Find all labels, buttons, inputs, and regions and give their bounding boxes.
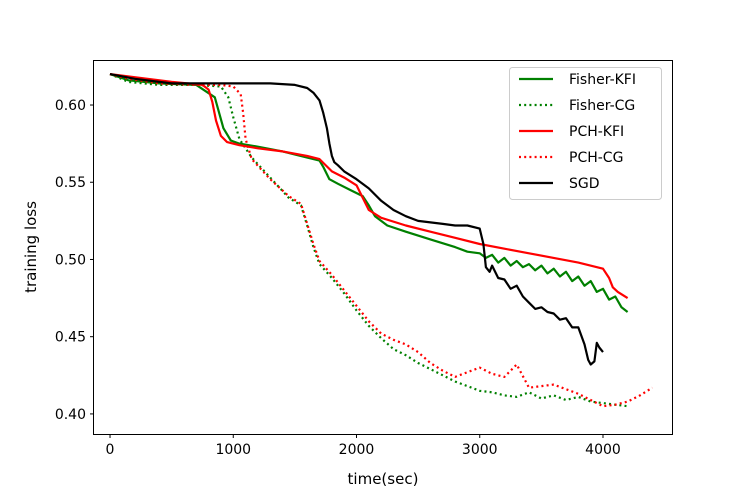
legend-box xyxy=(509,67,662,200)
series-line-pch-kfi xyxy=(109,73,629,300)
x-tick-label: 2000 xyxy=(339,442,375,458)
y-tick-label: 0.50 xyxy=(55,252,86,268)
x-tick-label: 4000 xyxy=(585,442,621,458)
legend-label: PCH-CG xyxy=(569,150,623,166)
legend-label: Fisher-KFI xyxy=(569,72,636,88)
y-tick-label: 0.40 xyxy=(55,407,86,423)
x-tick-label: 0 xyxy=(106,442,115,458)
series-line-sgd xyxy=(109,73,604,366)
x-axis-ticks: 0 1000 2000 3000 4000 xyxy=(106,434,621,458)
y-axis-label: training loss xyxy=(22,201,40,293)
y-tick-label: 0.55 xyxy=(55,175,86,191)
legend-label: SGD xyxy=(569,176,600,192)
series-layer xyxy=(109,73,653,408)
y-tick-label: 0.60 xyxy=(55,98,86,114)
x-tick-label: 3000 xyxy=(462,442,498,458)
series-line-pch-cg xyxy=(109,73,653,408)
legend-label: PCH-KFI xyxy=(569,124,624,140)
x-axis-label: time(sec) xyxy=(348,470,419,488)
x-tick-label: 1000 xyxy=(215,442,251,458)
legend-label: Fisher-CG xyxy=(569,98,635,114)
series-line-fisher-cg xyxy=(109,73,628,408)
series-line-fisher-kfi xyxy=(109,73,629,313)
y-tick-label: 0.45 xyxy=(55,330,86,346)
legend: Fisher-KFI Fisher-CG PCH-KFI PCH-CG SGD xyxy=(509,67,662,200)
y-axis-ticks: 0.40 0.45 0.50 0.55 0.60 xyxy=(55,98,94,423)
plot-frame xyxy=(93,60,673,435)
